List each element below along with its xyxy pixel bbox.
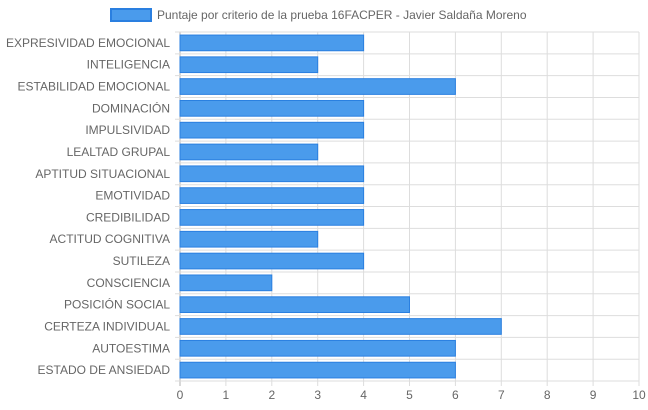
- bar[interactable]: [179, 78, 456, 95]
- bar[interactable]: [179, 209, 365, 226]
- category-label: CONSCIENCIA: [87, 276, 170, 290]
- category-label: EXPRESIVIDAD EMOCIONAL: [6, 36, 170, 50]
- x-tick-label: 8: [544, 388, 551, 402]
- category-label: SUTILEZA: [113, 254, 170, 268]
- category-labels: EXPRESIVIDAD EMOCIONAL INTELIGENCIA ESTABI…: [6, 36, 170, 377]
- category-label: ACTITUD COGNITIVA: [50, 232, 170, 246]
- bar[interactable]: [179, 230, 319, 248]
- bar[interactable]: [179, 296, 410, 314]
- category-label: POSICIÓN SOCIAL: [64, 297, 170, 312]
- x-tick-label: 7: [498, 388, 505, 402]
- x-tick-label: 5: [406, 388, 413, 402]
- category-label: CERTEZA INDIVIDUAL: [44, 319, 170, 333]
- x-tick-label: 2: [268, 388, 275, 402]
- x-tick-label: 10: [632, 388, 646, 402]
- legend-swatch: [110, 8, 152, 22]
- category-label: CREDIBILIDAD: [86, 210, 170, 224]
- category-label: ESTADO DE ANSIEDAD: [38, 363, 171, 377]
- legend-label: Puntaje por criterio de la prueba 16FACP…: [157, 8, 527, 22]
- bar[interactable]: [179, 121, 365, 139]
- category-label: ESTABILIDAD EMOCIONAL: [18, 80, 171, 94]
- bar[interactable]: [179, 99, 365, 117]
- category-label: DOMINACIÓN: [92, 100, 170, 115]
- x-tick-label: 4: [360, 388, 367, 402]
- bars: [179, 34, 502, 379]
- category-label: INTELIGENCIA: [87, 58, 170, 72]
- x-tick-label: 6: [452, 388, 459, 402]
- category-label: APTITUD SITUACIONAL: [35, 167, 170, 181]
- bar[interactable]: [179, 143, 319, 161]
- bar[interactable]: [179, 187, 365, 204]
- bar[interactable]: [179, 165, 365, 183]
- category-label: AUTOESTIMA: [92, 341, 170, 355]
- bar[interactable]: [179, 361, 456, 379]
- bar[interactable]: [179, 34, 365, 52]
- category-label: LEALTAD GRUPAL: [67, 145, 171, 159]
- bar[interactable]: [179, 339, 456, 357]
- bar[interactable]: [179, 318, 502, 335]
- legend[interactable]: Puntaje por criterio de la prueba 16FACP…: [110, 8, 527, 22]
- category-label: IMPULSIVIDAD: [85, 123, 170, 137]
- x-tick-label: 9: [590, 388, 597, 402]
- x-tick-label: 0: [177, 388, 184, 402]
- category-label: EMOTIVIDAD: [95, 189, 170, 203]
- bar[interactable]: [179, 274, 273, 292]
- x-axis-tick-labels: 0 1 2 3 4 5 6 7 8 9 10: [177, 388, 646, 402]
- bar[interactable]: [179, 252, 365, 270]
- x-tick-label: 3: [314, 388, 321, 402]
- x-tick-label: 1: [223, 388, 230, 402]
- bar[interactable]: [179, 56, 319, 74]
